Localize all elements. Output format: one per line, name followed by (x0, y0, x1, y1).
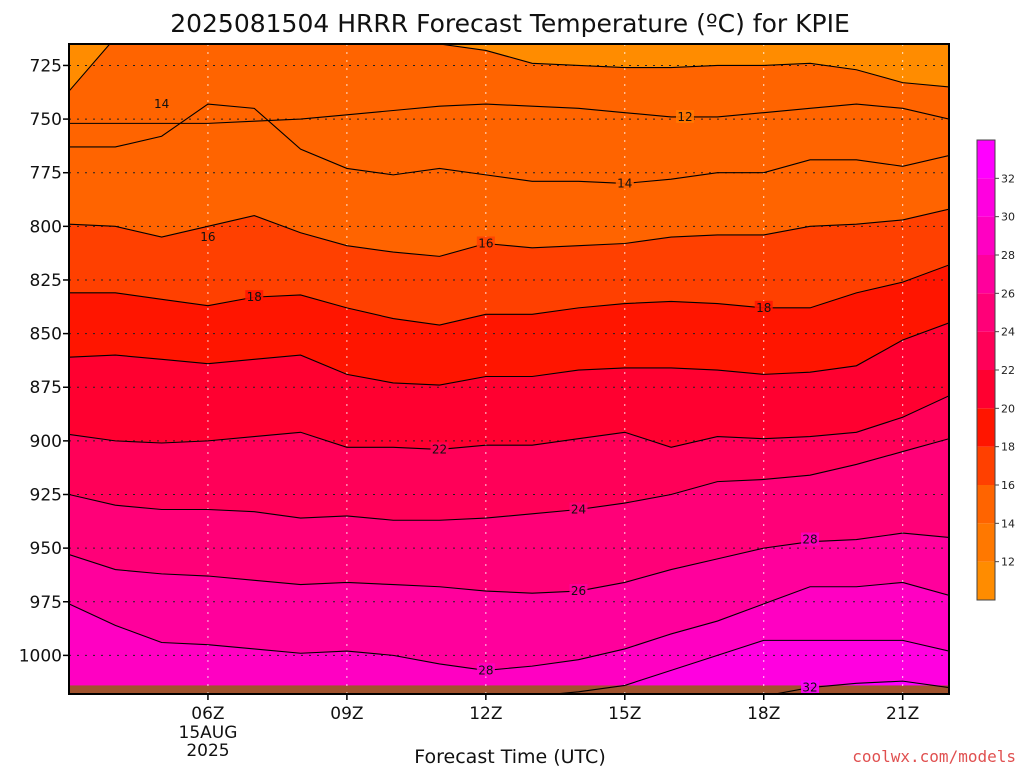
x-tick-label-9: 09Z (330, 704, 363, 724)
colorbar-tick-label-28: 28 (1001, 249, 1015, 262)
colorbar-band-18 (977, 408, 995, 447)
colorbar-band-16 (977, 446, 995, 485)
colorbar-tick-label-14: 14 (1001, 517, 1015, 530)
fill-band-30-10 (555, 640, 949, 694)
y-tick-label-825: 825 (30, 271, 62, 291)
isotherm-12-line-0 (69, 103, 949, 124)
temperature-fill-bands (69, 44, 949, 694)
x-tick-label-21: 21Z (886, 704, 919, 724)
grid-lines (69, 44, 949, 694)
isotherm-20-line-5 (69, 322, 949, 386)
colorbar-tick-label-30: 30 (1001, 211, 1015, 224)
y-tick-label-950: 950 (30, 539, 62, 559)
isotherm-label-28-11: 28 (476, 663, 495, 677)
x-date-line-0: 15AUG (179, 723, 238, 743)
isotherm-labels: 12 14 14 16 16 18 18 22 24 26 28 28 32 (152, 97, 820, 695)
colorbar-band-28 (977, 216, 995, 255)
isotherm-label-26-9: 26 (569, 584, 588, 598)
svg-text:28: 28 (802, 533, 817, 547)
svg-text:24: 24 (571, 503, 586, 517)
svg-text:18: 18 (756, 301, 771, 315)
isotherm-label-14-1: 14 (152, 97, 171, 111)
credit-text: coolwx.com/models (852, 747, 1016, 766)
x-axis-title: Forecast Time (UTC) (414, 746, 605, 768)
y-tick-label-975: 975 (30, 593, 62, 613)
svg-text:26: 26 (571, 584, 586, 598)
x-tick-label-18: 18Z (747, 704, 780, 724)
y-tick-label-900: 900 (30, 432, 62, 452)
isotherm-28-line-9 (69, 581, 949, 671)
colorbar-tick-label-24: 24 (1001, 326, 1015, 339)
svg-text:28: 28 (478, 663, 493, 677)
isotherm-label-22-7: 22 (430, 442, 449, 456)
svg-text:14: 14 (154, 97, 169, 111)
x-tick-label-12: 12Z (469, 704, 502, 724)
isotherm-24-line-7 (69, 438, 949, 521)
y-axis: 725 750 775 800 825 850 875 900 925 950 975 1000 (19, 56, 69, 666)
colorbar-band-26 (977, 255, 995, 294)
isotherm-label-18-5: 18 (245, 290, 264, 304)
svg-text:12: 12 (677, 110, 692, 124)
plot-frame (68, 43, 950, 695)
colorbar-band-24 (977, 293, 995, 332)
isotherm-label-28-10: 28 (801, 532, 820, 547)
isotherm-22-line-6 (69, 395, 949, 450)
colorbar-tick-label-18: 18 (1001, 441, 1015, 454)
svg-text:18: 18 (247, 290, 262, 304)
y-tick-label-775: 775 (30, 164, 62, 184)
colorbar-band-14 (977, 485, 995, 524)
colorbar-tick-label-20: 20 (1001, 402, 1015, 415)
isotherm-label-12-0: 12 (676, 109, 694, 124)
colorbar-legend: 12 14 16 18 20 22 24 26 28 30 32 (976, 139, 1015, 601)
isotherm-30-line-10 (549, 639, 949, 694)
colorbar-tick-label-16: 16 (1001, 479, 1015, 492)
y-tick-label-750: 750 (30, 110, 62, 130)
svg-text:16: 16 (200, 230, 215, 244)
svg-text:22: 22 (432, 442, 447, 456)
y-tick-label-800: 800 (30, 217, 62, 237)
colorbar-tick-label-26: 26 (1001, 287, 1015, 300)
x-tick-label-6: 06Z (191, 704, 224, 724)
isotherm-label-16-3: 16 (198, 230, 217, 244)
y-tick-label-850: 850 (30, 325, 62, 345)
isotherm-label-32-12: 32 (801, 680, 820, 695)
isotherm-label-18-6: 18 (754, 300, 773, 315)
y-tick-label-925: 925 (30, 485, 62, 505)
colorbar-band-10 (977, 561, 995, 600)
isotherm-label-14-2: 14 (615, 176, 634, 190)
ground-surface (69, 685, 949, 694)
chart-title: 2025081504 HRRR Forecast Temperature (ºC… (170, 9, 850, 38)
isotherm-18-line-4 (69, 264, 949, 326)
colorbar-tick-label-32: 32 (1001, 172, 1015, 185)
colorbar-tick-label-22: 22 (1001, 364, 1015, 377)
colorbar-band-32 (977, 140, 995, 179)
x-tick-label-15: 15Z (608, 704, 641, 724)
colorbar-band-22 (977, 331, 995, 370)
svg-text:32: 32 (802, 681, 817, 695)
colorbar-band-12 (977, 523, 995, 562)
y-tick-label-725: 725 (30, 56, 62, 76)
y-tick-label-875: 875 (30, 378, 62, 398)
colorbar-band-20 (977, 370, 995, 409)
isotherm-14-line-2 (69, 103, 949, 184)
y-tick-label-1000: 1000 (19, 646, 62, 666)
x-date-line-1: 2025 (186, 741, 229, 761)
isotherm-label-24-8: 24 (569, 503, 588, 517)
svg-text:14: 14 (617, 176, 632, 190)
isotherm-16-line-3 (69, 208, 949, 257)
isotherm-14-line-1 (69, 44, 949, 92)
isotherm-label-16-4: 16 (476, 236, 495, 251)
svg-text:16: 16 (478, 237, 493, 251)
colorbar-tick-label-12: 12 (1001, 556, 1015, 569)
colorbar-band-30 (977, 178, 995, 217)
